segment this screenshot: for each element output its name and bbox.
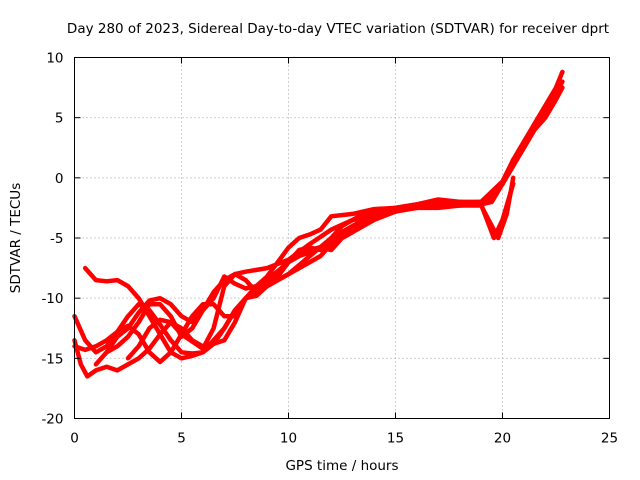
series-line-trace-7 (93, 209, 398, 367)
x-tick-label: 25 (601, 431, 618, 447)
y-tick-label: -20 (41, 412, 63, 428)
y-tick-label: 0 (55, 171, 64, 187)
x-tick-label: 15 (387, 431, 404, 447)
y-axis-ticks: -20 -15 -10 -5 0 5 10 (41, 51, 610, 428)
x-tick-label: 0 (70, 431, 79, 447)
x-tick-label: 10 (280, 431, 297, 447)
series-line-trace-6 (104, 181, 516, 355)
x-tick-label: 20 (494, 431, 511, 447)
series-line-trace-2 (82, 69, 565, 361)
y-tick-label: 5 (55, 111, 64, 127)
y-tick-label: -15 (41, 351, 63, 367)
x-tick-label: 5 (177, 431, 186, 447)
chart-title: Day 280 of 2023, Sidereal Day-to-day VTE… (67, 21, 609, 37)
x-axis-ticks: 0 5 10 15 20 25 (70, 57, 618, 447)
data-series (72, 69, 565, 379)
y-tick-label: 10 (46, 51, 63, 67)
x-axis-label: GPS time / hours (285, 458, 398, 474)
y-tick-label: -10 (41, 291, 63, 307)
y-tick-label: -5 (50, 231, 63, 247)
y-axis-label: SDTVAR / TECUs (8, 183, 24, 293)
